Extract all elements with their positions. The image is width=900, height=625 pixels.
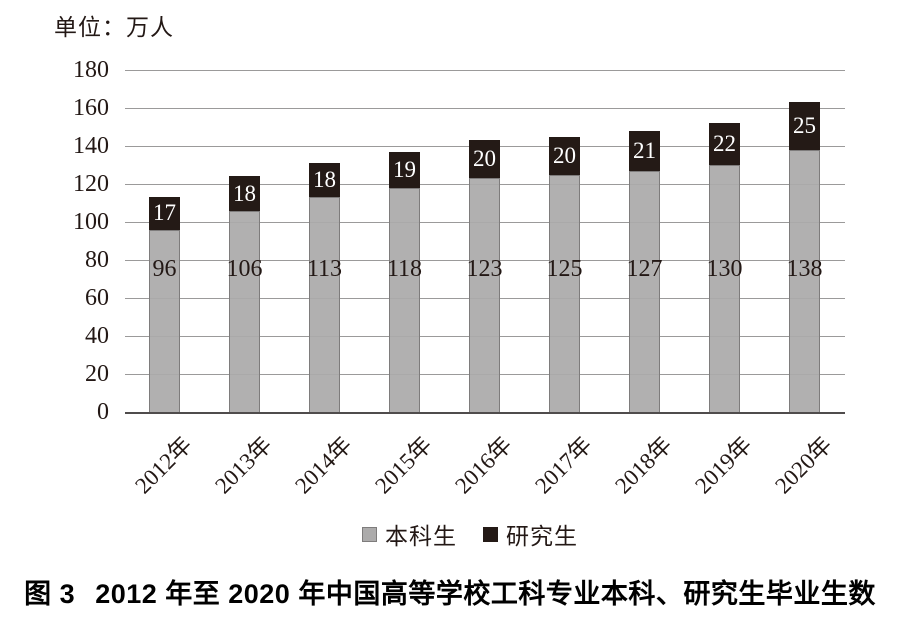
bar-segment-graduate (389, 151, 420, 188)
y-axis-tick-label: 100 (73, 209, 109, 235)
bar-segment-graduate (549, 136, 580, 175)
bar-segment-undergraduate (389, 187, 420, 413)
undergraduate-value-label: 127 (626, 256, 663, 282)
bar-segment-graduate (149, 197, 180, 230)
gridline (124, 69, 845, 71)
y-axis-tick-label: 20 (85, 361, 109, 387)
y-axis-tick-label: 40 (85, 323, 109, 349)
bar-segment-undergraduate (789, 149, 820, 413)
bar-segment-undergraduate (229, 210, 260, 413)
figure-number: 图 3 (24, 579, 76, 609)
bar-segment-undergraduate (309, 197, 340, 413)
undergraduate-value-label: 130 (706, 256, 743, 282)
graduate-swatch-icon (483, 526, 498, 542)
bar-segment-undergraduate (549, 174, 580, 413)
undergraduate-value-label: 138 (786, 256, 823, 282)
legend-item-graduate: 研究生 (483, 517, 578, 551)
chart-legend: 本科生 研究生 (0, 517, 900, 551)
undergraduate-value-label: 96 (152, 256, 177, 282)
graduate-value-label: 18 (233, 180, 256, 206)
y-axis-tick-label: 180 (73, 57, 109, 83)
graduate-value-label: 22 (713, 131, 736, 157)
graduate-value-label: 21 (633, 137, 656, 163)
figure-caption: 图 3 2012 年至 2020 年中国高等学校工科专业本科、研究生毕业生数 (0, 572, 900, 611)
gridline (124, 107, 845, 109)
y-axis-tick-label: 140 (73, 133, 109, 159)
y-axis-tick-label: 60 (85, 285, 109, 311)
legend-label: 研究生 (506, 524, 578, 549)
undergraduate-value-label: 113 (306, 256, 343, 282)
bar-segment-undergraduate (469, 178, 500, 413)
bar-segment-undergraduate (629, 170, 660, 413)
legend-label: 本科生 (385, 524, 457, 549)
graduate-value-label: 20 (553, 142, 576, 168)
graduate-value-label: 20 (473, 146, 496, 172)
undergraduate-value-label: 106 (226, 256, 263, 282)
undergraduate-swatch-icon (362, 526, 377, 542)
y-axis-unit-label: 单位：万人 (54, 15, 174, 40)
undergraduate-value-label: 125 (546, 256, 583, 282)
y-axis-tick-label: 160 (73, 95, 109, 121)
graduate-value-label: 25 (793, 113, 816, 139)
bar-segment-graduate (229, 176, 260, 211)
undergraduate-value-label: 123 (466, 256, 503, 282)
bar-segment-undergraduate (149, 229, 180, 413)
bar-segment-graduate (629, 130, 660, 171)
bar-segment-graduate (309, 163, 340, 198)
y-axis-tick-label: 120 (73, 171, 109, 197)
y-axis-tick-label: 80 (85, 247, 109, 273)
bar-segment-graduate (709, 123, 740, 165)
bar-segment-graduate (789, 102, 820, 150)
y-axis-tick-label: 0 (97, 399, 109, 425)
figure-title: 2012 年至 2020 年中国高等学校工科专业本科、研究生毕业生数 (95, 579, 876, 609)
legend-item-undergraduate: 本科生 (362, 517, 457, 551)
x-axis-line (124, 412, 845, 414)
graduate-value-label: 18 (313, 167, 336, 193)
bar-segment-graduate (469, 140, 500, 179)
undergraduate-value-label: 118 (386, 256, 423, 282)
graduate-value-label: 17 (153, 200, 176, 226)
graduate-value-label: 19 (393, 156, 416, 182)
bar-segment-undergraduate (709, 165, 740, 413)
stacked-bar-chart: 0 20 40 60 80 100 120 140 160 180 96 17 2012年 106 18 20… (73, 57, 845, 498)
